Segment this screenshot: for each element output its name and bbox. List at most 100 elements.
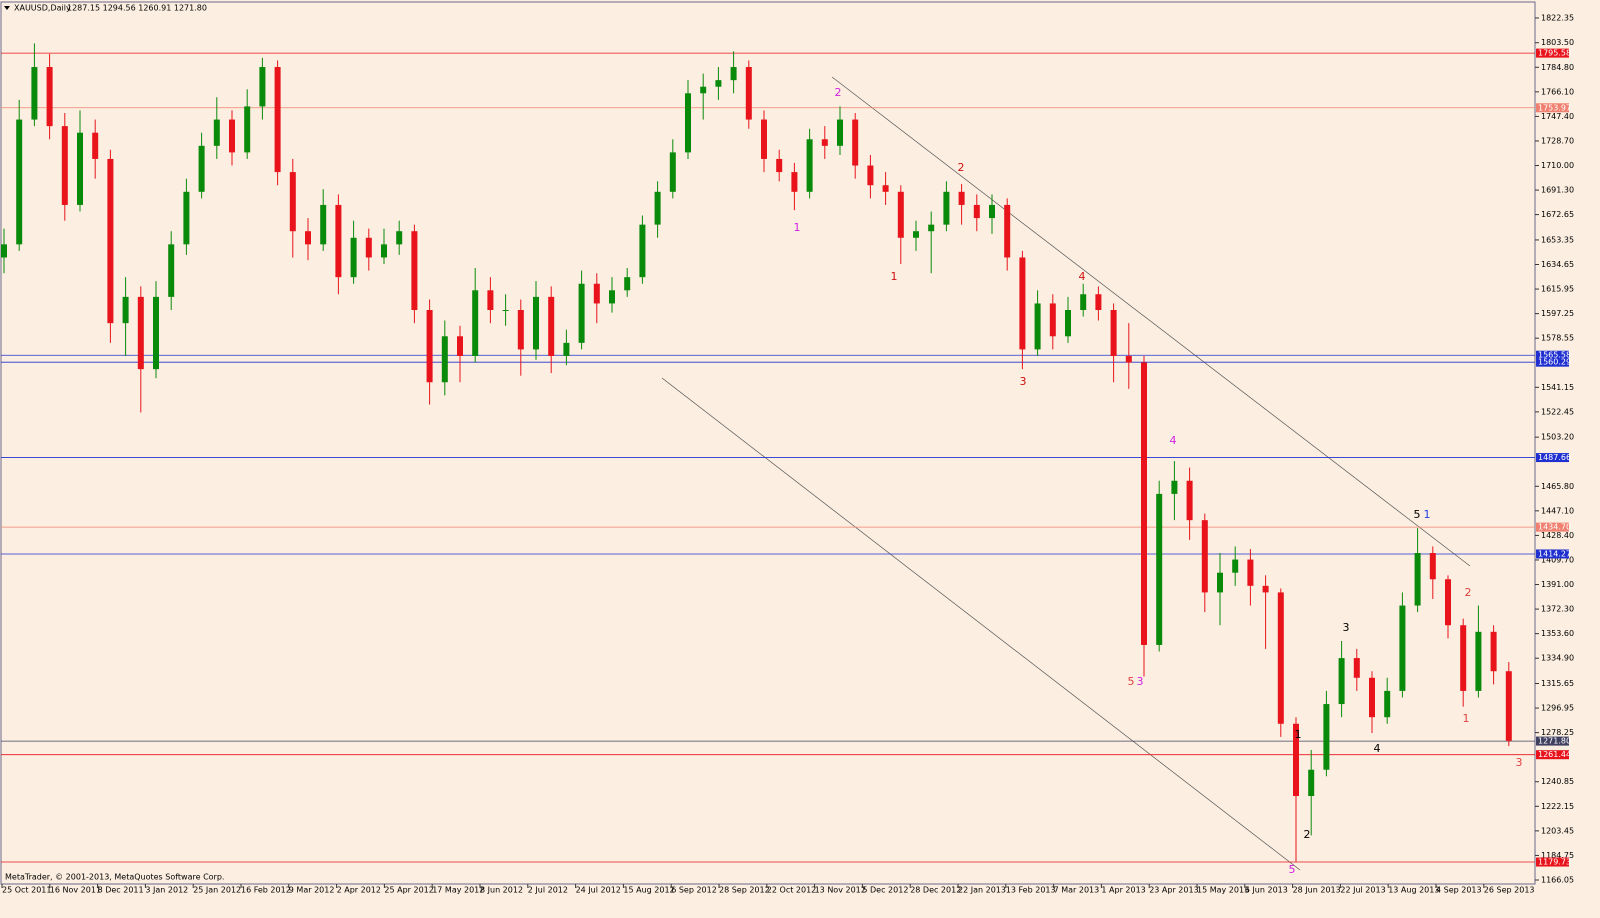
candle-body	[472, 290, 479, 356]
wave-label: 2	[958, 161, 965, 174]
candle-body	[502, 310, 509, 312]
y-tick-label: 1315.65	[1541, 679, 1574, 688]
wave-label: 2	[1304, 828, 1311, 841]
candle-body	[1323, 704, 1330, 770]
candle-body	[350, 237, 357, 278]
chart-symbol: XAUUSD,Daily	[14, 4, 71, 13]
candle-body	[837, 119, 843, 146]
candle-body	[183, 191, 190, 245]
y-tick-label: 1184.75	[1541, 851, 1574, 860]
candle-body	[289, 172, 296, 232]
candle-body	[958, 191, 965, 205]
candle-body	[928, 224, 935, 232]
candle-body	[1384, 690, 1391, 718]
candle-body	[107, 158, 114, 324]
wave-label: 4	[1374, 742, 1381, 755]
candle-body	[77, 132, 83, 205]
wave-label: 4	[1079, 270, 1086, 283]
x-tick-label: 13 Aug 2013	[1388, 886, 1439, 895]
x-tick-label: 6 Sep 2012	[671, 886, 717, 895]
y-tick-label: 1672.65	[1541, 210, 1574, 219]
y-tick-label: 1503.20	[1541, 433, 1574, 442]
candle-body	[593, 283, 600, 304]
candle-body	[1065, 310, 1071, 337]
x-tick-label: 15 May 2013	[1197, 886, 1249, 895]
level-label-bg	[1536, 750, 1569, 760]
y-tick-label: 1766.10	[1541, 87, 1574, 96]
y-tick-label: 1447.10	[1541, 506, 1574, 515]
candle-body	[274, 67, 281, 173]
x-tick-label: 16 Nov 2011	[50, 886, 101, 895]
candle-body	[1399, 605, 1406, 691]
candle-body	[761, 119, 767, 159]
candle-body	[1414, 553, 1421, 606]
candle-body	[821, 139, 828, 146]
y-tick-label: 1541.15	[1541, 383, 1574, 392]
candle-body	[244, 106, 251, 153]
x-tick-label: 4 Sep 2013	[1436, 886, 1482, 895]
candle-body	[1338, 658, 1345, 705]
x-tick-label: 25 Jan 2012	[193, 886, 241, 895]
candle-body	[1353, 658, 1360, 678]
y-tick-label: 1334.90	[1541, 654, 1574, 663]
y-tick-label: 1784.80	[1541, 63, 1574, 72]
candle-body	[913, 231, 919, 238]
x-tick-label: 28 Jun 2013	[1293, 886, 1341, 895]
level-label: 1261.44	[1538, 750, 1571, 759]
wave-label: 3	[1020, 375, 1027, 388]
level-label: 1487.66	[1538, 453, 1571, 462]
candle-body	[1369, 677, 1375, 718]
level-label: 1795.58	[1538, 49, 1571, 58]
y-tick-label: 1409.70	[1541, 555, 1574, 564]
candle-body	[381, 244, 387, 258]
x-tick-label: 16 Feb 2012	[241, 886, 291, 895]
candle-body	[396, 231, 403, 245]
y-tick-label: 1578.55	[1541, 334, 1574, 343]
level-label-bg	[1536, 48, 1569, 58]
wave-label: 5	[1414, 508, 1421, 521]
candle-body	[1004, 204, 1011, 258]
candle-body	[229, 119, 235, 153]
candle-body	[1080, 294, 1087, 311]
wave-label: 2	[1465, 586, 1472, 599]
x-tick-label: 1 Apr 2013	[1101, 886, 1145, 895]
y-tick-label: 1353.60	[1541, 629, 1574, 638]
candle-body	[609, 290, 615, 304]
wave-label: 1	[1295, 728, 1302, 741]
candle-body	[198, 145, 205, 192]
level-label: 1434.70	[1538, 523, 1571, 532]
x-tick-label: 13 Nov 2012	[815, 886, 866, 895]
wave-label: 5	[1289, 863, 1296, 876]
wave-label: 1	[891, 270, 898, 283]
candle-body	[897, 191, 904, 238]
x-tick-label: 3 Jan 2012	[145, 886, 188, 895]
candle-body	[320, 204, 327, 245]
y-tick-label: 1240.85	[1541, 777, 1574, 786]
candle-body	[806, 139, 813, 192]
candle-body	[517, 310, 524, 350]
candle-body	[168, 244, 175, 297]
candle-body	[624, 277, 631, 291]
y-tick-label: 1391.00	[1541, 580, 1574, 589]
candle-body	[365, 237, 372, 258]
wave-label: 3	[1516, 756, 1523, 769]
level-label-bg	[1536, 357, 1569, 367]
trend-line	[831, 76, 1471, 567]
x-tick-label: 5 Dec 2012	[862, 886, 908, 895]
y-tick-label: 1822.35	[1541, 13, 1574, 22]
candle-body	[1, 244, 7, 258]
candle-body	[487, 290, 494, 311]
candle-body	[700, 86, 707, 94]
candle-body	[1429, 553, 1436, 580]
y-tick-label: 1653.35	[1541, 235, 1574, 244]
level-label-bg	[1536, 857, 1569, 867]
y-tick-label: 1296.95	[1541, 704, 1574, 713]
candle-body	[1049, 303, 1056, 337]
x-tick-label: 6 Jun 2013	[1245, 886, 1288, 895]
candle-body	[654, 191, 661, 225]
level-label-bg	[1536, 549, 1569, 559]
candle-body	[533, 296, 539, 350]
candle-body	[1171, 480, 1178, 494]
candle-body	[457, 336, 463, 356]
level-label-bg	[1536, 350, 1569, 360]
